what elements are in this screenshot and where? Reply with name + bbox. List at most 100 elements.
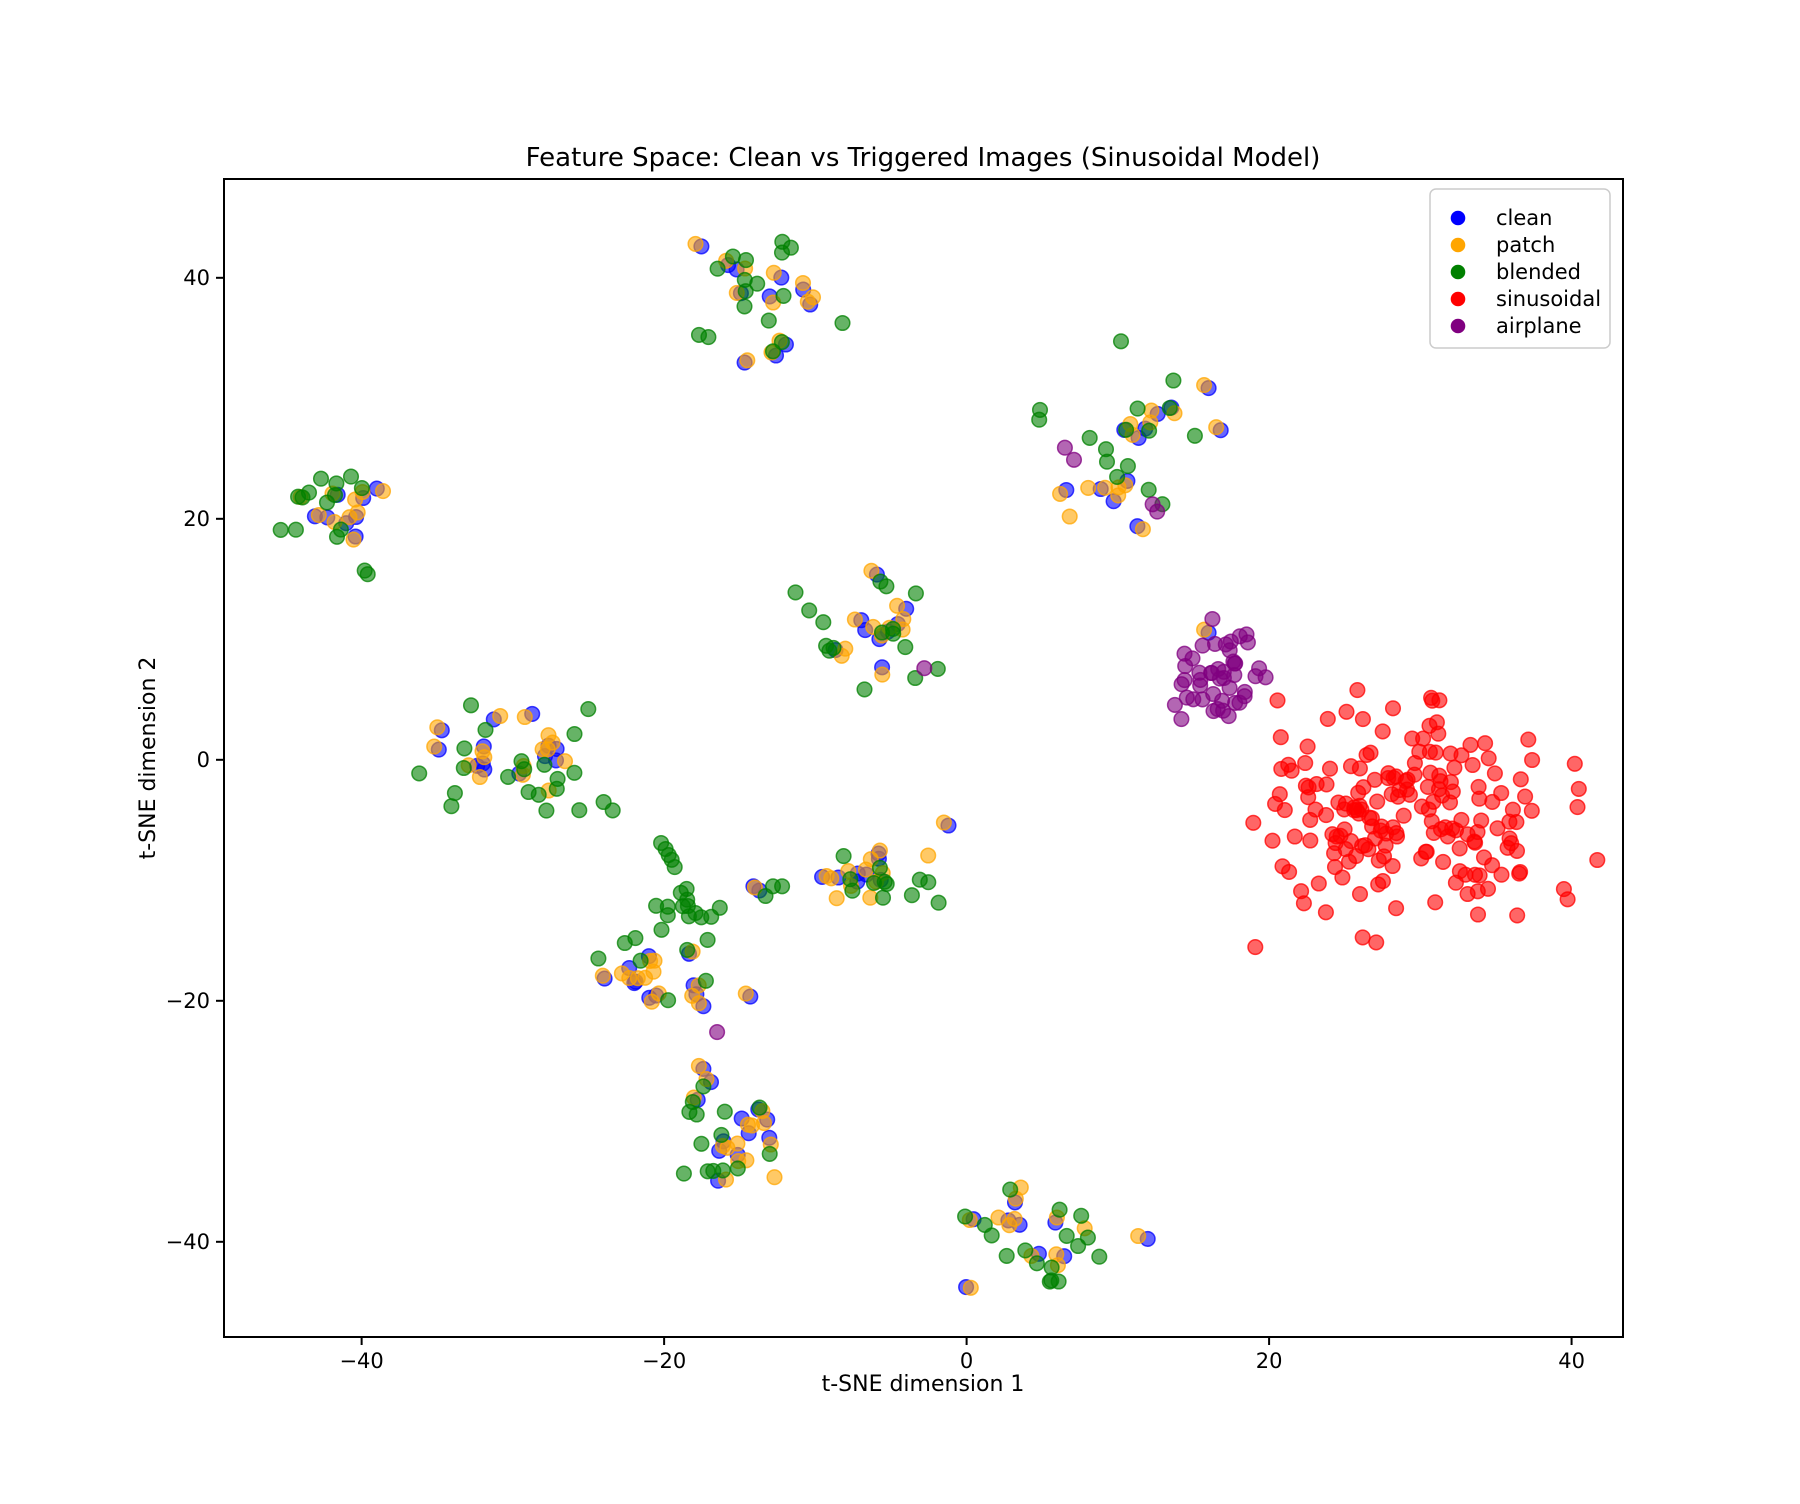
data-point-sinusoidal [1372, 822, 1389, 839]
data-point-blended [1140, 481, 1157, 498]
data-point-sinusoidal [1469, 906, 1487, 923]
data-point-sinusoidal [1424, 692, 1441, 709]
x-tick-label: 20 [1256, 1349, 1283, 1373]
data-point-sinusoidal [1464, 756, 1481, 774]
data-point-sinusoidal [1354, 929, 1371, 946]
data-point-sinusoidal [1295, 895, 1312, 912]
data-point-blended [775, 287, 792, 304]
data-point-patch [690, 995, 707, 1012]
data-point-blended [632, 952, 649, 969]
data-point-sinusoidal [1387, 768, 1405, 785]
data-point-blended [760, 312, 777, 329]
data-point-blended [571, 802, 588, 819]
data-point-sinusoidal [1417, 843, 1434, 860]
data-point-blended [455, 759, 472, 777]
data-point-sinusoidal [1442, 745, 1459, 762]
data-point-blended [590, 950, 607, 967]
y-tick-label: 0 [197, 748, 210, 772]
data-point-patch [857, 861, 874, 878]
data-point-sinusoidal [1350, 784, 1367, 801]
data-point-blended [711, 899, 728, 916]
data-point-sinusoidal [1369, 793, 1386, 810]
data-point-sinusoidal [1272, 729, 1289, 746]
data-point-patch [471, 768, 488, 786]
data-point-blended [697, 972, 714, 989]
legend-label-clean: clean [1496, 206, 1552, 230]
data-point-blended [1031, 401, 1049, 418]
data-point-blended [907, 669, 924, 687]
data-point-patch [374, 483, 392, 500]
data-point-blended [477, 721, 494, 738]
data-point-blended [604, 802, 621, 819]
data-point-blended [272, 521, 289, 538]
data-point-blended [456, 740, 473, 757]
data-point-sinusoidal [1415, 730, 1432, 747]
data-point-sinusoidal [1351, 886, 1369, 903]
y-tick-label: 20 [183, 507, 210, 531]
data-point-sinusoidal [1374, 723, 1391, 740]
data-point-blended [998, 1247, 1015, 1264]
data-point-airplane [1226, 655, 1243, 672]
data-point-blended [520, 783, 537, 801]
data-point-patch [429, 719, 446, 736]
data-point-sinusoidal [1422, 764, 1439, 781]
legend-marker-blended [1450, 264, 1466, 280]
data-point-patch [823, 870, 840, 887]
data-point-sinusoidal [1349, 682, 1366, 699]
data-point-blended [907, 585, 924, 602]
data-point-blended [699, 931, 716, 948]
data-point-sinusoidal [1589, 851, 1606, 869]
data-point-patch [962, 1279, 979, 1296]
data-point-patch [539, 741, 556, 758]
legend-label-patch: patch [1496, 233, 1555, 257]
data-point-blended [774, 233, 791, 250]
data-point-airplane [1178, 689, 1195, 706]
data-point-sinusoidal [1299, 738, 1316, 755]
data-point-sinusoidal [1520, 731, 1537, 748]
data-point-patch [492, 707, 509, 725]
data-point-blended [1129, 400, 1146, 417]
data-point-patch [1208, 419, 1225, 436]
data-point-sinusoidal [1321, 760, 1339, 777]
data-point-patch [1196, 621, 1213, 638]
data-point-sinusoidal [1451, 863, 1468, 880]
data-point-sinusoidal [1486, 765, 1503, 782]
data-point-blended [1079, 1229, 1096, 1246]
data-point-blended [653, 921, 670, 938]
data-point-blended [1073, 1207, 1090, 1224]
data-point-blended [446, 785, 463, 802]
legend-marker-clean [1450, 210, 1466, 226]
data-point-sinusoidal [1384, 700, 1402, 717]
data-point-sinusoidal [1425, 824, 1442, 841]
data-point-sinusoidal [1297, 754, 1314, 772]
data-point-sinusoidal [1484, 793, 1501, 810]
data-point-patch [935, 814, 952, 831]
data-point-sinusoidal [1366, 771, 1383, 788]
data-point-blended [871, 859, 888, 876]
data-point-sinusoidal [1326, 859, 1344, 876]
data-point-airplane [1166, 696, 1183, 713]
data-point-blended [903, 887, 920, 904]
data-point-sinusoidal [1493, 866, 1510, 883]
data-point-patch [540, 727, 557, 744]
data-point-sinusoidal [1327, 834, 1344, 852]
data-point-blended [835, 848, 852, 865]
data-point-blended [856, 681, 873, 698]
data-point-blended [1051, 1201, 1068, 1218]
data-point-blended [897, 639, 914, 656]
data-point-sinusoidal [1471, 867, 1488, 884]
data-point-airplane [1209, 700, 1226, 718]
data-point-blended [834, 314, 851, 332]
data-point-sinusoidal [1471, 790, 1488, 807]
series-sinusoidal [1245, 682, 1606, 956]
data-point-blended [566, 725, 583, 743]
data-point-sinusoidal [1247, 939, 1264, 956]
data-point-patch [516, 708, 533, 726]
data-point-sinusoidal [1421, 743, 1438, 760]
y-tick-label: −40 [166, 1230, 210, 1254]
data-point-blended [729, 1160, 746, 1177]
x-tick-label: −40 [339, 1349, 383, 1373]
data-point-blended [516, 761, 533, 778]
data-point-blended [666, 859, 683, 876]
